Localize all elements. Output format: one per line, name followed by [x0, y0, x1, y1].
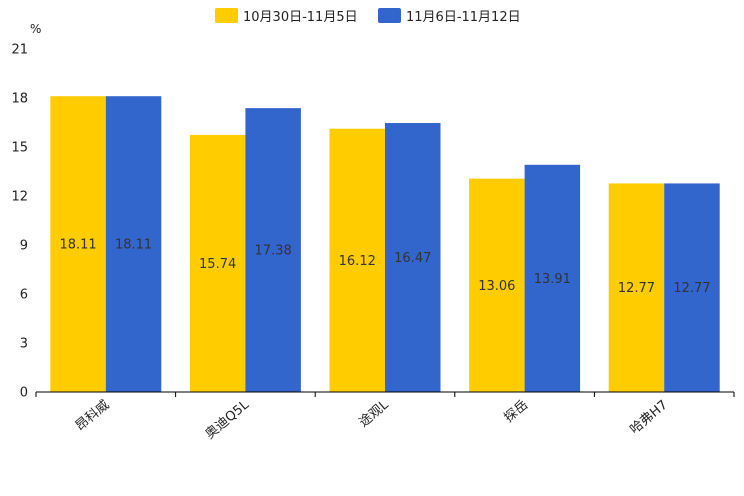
y-tick-label: 21 — [11, 43, 28, 58]
data-label: 16.12 — [339, 254, 376, 269]
data-label: 12.77 — [618, 281, 655, 296]
bar-series2-3 — [524, 164, 581, 392]
y-axis-unit-label: % — [30, 22, 41, 36]
legend-swatch — [215, 8, 238, 23]
bar-series1-3 — [469, 178, 525, 392]
bar-series1-0 — [50, 96, 106, 392]
bar-series1-1 — [189, 134, 246, 392]
bars — [50, 96, 720, 393]
data-label: 18.11 — [59, 238, 96, 253]
bar-series2-0 — [105, 96, 162, 392]
x-category-label: 奥迪Q5L — [203, 397, 253, 442]
bar-series2-1 — [245, 108, 301, 393]
legend: 10月30日-11月5日 11月6日-11月12日 — [215, 8, 521, 25]
bar-series1-4 — [608, 183, 665, 392]
data-label: 17.38 — [255, 244, 292, 259]
data-label: 13.91 — [534, 272, 571, 287]
y-tick-label: 3 — [20, 337, 28, 352]
y-tick-label: 9 — [20, 239, 28, 254]
data-label: 15.74 — [199, 257, 236, 272]
legend-label: 11月6日-11月12日 — [406, 10, 521, 25]
data-labels: 18.11 18.11 15.74 17.38 16.12 16.47 13.06 13.91… — [59, 238, 710, 297]
bar-series2-4 — [664, 183, 720, 392]
data-label: 13.06 — [478, 279, 515, 294]
x-axis: 昂科威 奥迪Q5L 途观L 探岳 哈弗H7 — [35, 391, 735, 442]
y-tick-label: 6 — [20, 288, 28, 303]
y-axis: 0 3 6 9 12 15 18 21 — [11, 43, 28, 401]
data-label: 16.47 — [394, 251, 431, 266]
x-category-label: 哈弗H7 — [627, 398, 670, 438]
y-tick-label: 18 — [11, 92, 28, 107]
x-category-label: 昂科威 — [73, 398, 113, 435]
y-tick-label: 0 — [20, 386, 28, 401]
data-label: 12.77 — [673, 281, 710, 296]
x-category-label: 探岳 — [502, 398, 532, 426]
x-category-label: 途观L — [356, 396, 392, 430]
legend-swatch — [378, 8, 401, 23]
y-tick-label: 12 — [11, 190, 28, 205]
data-label: 18.11 — [115, 238, 152, 253]
y-tick-label: 15 — [11, 141, 28, 156]
bar-series1-2 — [329, 128, 385, 392]
bar-series2-2 — [385, 122, 441, 393]
legend-label: 10月30日-11月5日 — [243, 10, 358, 25]
